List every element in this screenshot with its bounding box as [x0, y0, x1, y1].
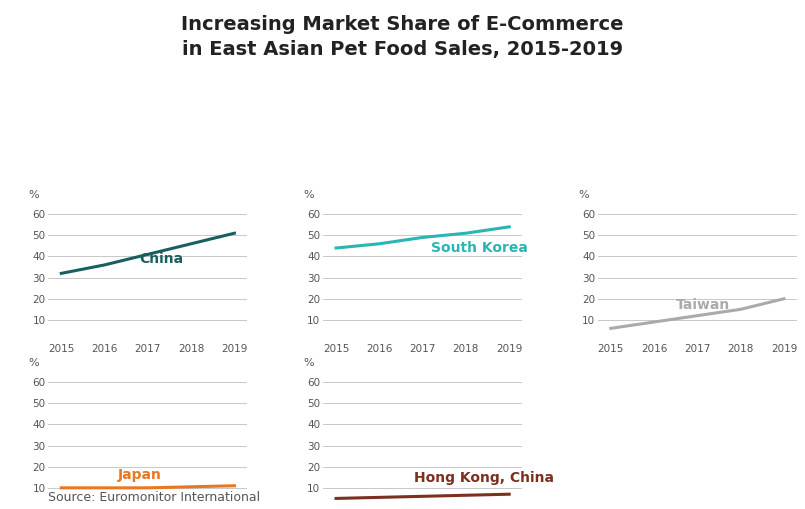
Text: Source: Euromonitor International: Source: Euromonitor International	[48, 491, 261, 504]
Text: Taiwan: Taiwan	[675, 298, 730, 313]
Text: China: China	[139, 252, 184, 266]
Text: Increasing Market Share of E-Commerce
in East Asian Pet Food Sales, 2015-2019: Increasing Market Share of E-Commerce in…	[181, 15, 624, 59]
Text: %: %	[28, 190, 39, 200]
Text: %: %	[303, 190, 314, 200]
Text: Hong Kong, China: Hong Kong, China	[414, 470, 554, 485]
Text: %: %	[578, 190, 588, 200]
Text: South Korea: South Korea	[431, 241, 528, 255]
Text: %: %	[28, 358, 39, 368]
Text: Japan: Japan	[118, 468, 162, 483]
Text: %: %	[303, 358, 314, 368]
